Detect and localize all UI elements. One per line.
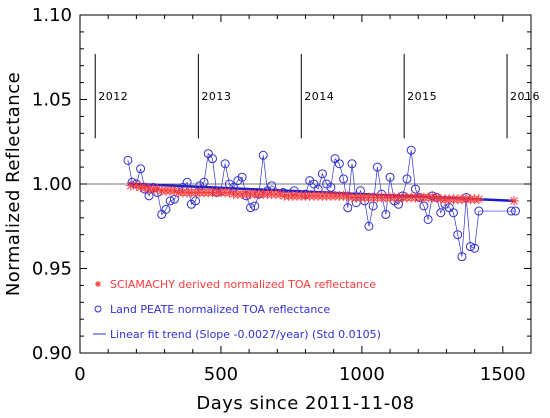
y-tick-label: 0.95 (32, 259, 72, 280)
axis-ticks: 0 500 1000 1500 0.90 0.95 1.00 1.05 1.10 (32, 5, 532, 385)
land-peate-point (250, 201, 260, 211)
asterisk-stroke (225, 188, 234, 197)
land-peate-point (258, 150, 268, 160)
land-peate-point (136, 164, 146, 174)
year-markers: 2012 2013 2014 2015 2016 (94, 53, 540, 139)
land-peate-point (343, 203, 353, 213)
land-peate-point (381, 209, 391, 219)
land-peate-point (199, 177, 209, 187)
land-peate-point (448, 208, 458, 218)
asterisk-stroke (432, 193, 441, 202)
year-label: 2016 (510, 90, 540, 103)
land-peate-point (402, 174, 412, 184)
land-peate-point (161, 204, 171, 214)
land-peate-point (207, 154, 217, 164)
legend: SCIAMACHY derived normalized TOA reflect… (93, 278, 381, 341)
land-peate-series (123, 145, 520, 262)
legend-label: Linear fit trend (Slope -0.0027/year) (S… (110, 328, 381, 341)
land-peate-point (385, 172, 395, 182)
y-tick-label: 1.00 (32, 174, 72, 195)
asterisk-stroke (276, 190, 285, 199)
land-peate-point (406, 145, 416, 155)
asterisk-stroke (343, 191, 352, 200)
land-peate-point (457, 252, 467, 262)
land-peate-point (364, 221, 374, 231)
land-peate-point (220, 159, 230, 169)
land-peate-point (182, 177, 192, 187)
sciamachy-point (509, 195, 520, 206)
land-peate-point (165, 196, 175, 206)
land-peate-point (506, 206, 516, 216)
land-peate-point (436, 208, 446, 218)
sciamachy-point (169, 185, 180, 196)
land-peate-point (372, 162, 382, 172)
sciamachy-point (125, 180, 136, 191)
land-peate-point (123, 155, 133, 165)
land-peate-point (474, 206, 484, 216)
land-peate-point (334, 159, 344, 169)
legend-symbol (95, 281, 101, 287)
x-tick-label: 500 (204, 364, 238, 385)
sciamachy-point (224, 187, 235, 198)
asterisk-stroke (153, 185, 162, 193)
y-tick-label: 1.05 (32, 90, 72, 111)
legend-symbol (94, 305, 102, 313)
legend-label: Land PEATE normalized TOA reflectance (110, 303, 330, 316)
land-peate-point (347, 159, 357, 169)
asterisk-stroke (126, 181, 135, 190)
x-axis-label: Days since 2011-11-08 (196, 393, 414, 414)
year-label: 2015 (407, 90, 437, 103)
sciamachy-point (139, 182, 150, 193)
year-label: 2014 (304, 90, 334, 103)
sciamachy-point (152, 184, 163, 195)
land-peate-point (453, 230, 463, 240)
land-peate-point (339, 174, 349, 184)
sciamachy-point (342, 190, 353, 201)
asterisk-stroke (140, 183, 149, 192)
x-tick-label: 1500 (480, 364, 526, 385)
land-peate-point (470, 243, 480, 253)
year-label: 2012 (98, 90, 128, 103)
sciamachy-point (431, 192, 442, 203)
land-peate-point (246, 203, 256, 213)
sciamachy-series (125, 180, 520, 206)
land-peate-point (237, 172, 247, 182)
land-peate-point (423, 214, 433, 224)
x-tick-label: 1000 (339, 364, 385, 385)
asterisk-stroke (474, 195, 483, 204)
asterisk-stroke (132, 181, 141, 190)
year-label: 2013 (201, 90, 231, 103)
sciamachy-point (131, 180, 142, 191)
asterisk-stroke (170, 186, 179, 195)
y-tick-label: 0.90 (32, 343, 72, 364)
asterisk-stroke (510, 197, 518, 205)
y-tick-label: 1.10 (32, 5, 72, 26)
y-axis-label: Normalized Reflectance (3, 72, 24, 296)
land-peate-point (317, 169, 327, 179)
x-tick-label: 0 (74, 364, 85, 385)
asterisk-stroke (95, 281, 101, 287)
land-peate-point (465, 242, 475, 252)
legend-label: SCIAMACHY derived normalized TOA reflect… (110, 278, 376, 291)
sciamachy-point (275, 189, 286, 200)
sciamachy-point (473, 194, 484, 205)
land-peate-point (510, 206, 520, 216)
